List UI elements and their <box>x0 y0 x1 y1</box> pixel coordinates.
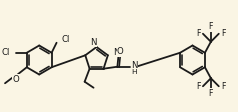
Text: N: N <box>113 48 119 57</box>
Text: F: F <box>196 82 200 91</box>
Text: H: H <box>131 69 137 75</box>
Text: F: F <box>222 82 226 91</box>
Text: F: F <box>196 29 200 38</box>
Text: Cl: Cl <box>2 48 10 57</box>
Text: F: F <box>222 29 226 38</box>
Text: O: O <box>117 47 124 56</box>
Text: Cl: Cl <box>61 35 70 44</box>
Text: F: F <box>209 22 213 31</box>
Text: O: O <box>13 75 19 84</box>
Text: N: N <box>90 38 97 46</box>
Text: N: N <box>131 61 138 70</box>
Text: F: F <box>209 89 213 98</box>
